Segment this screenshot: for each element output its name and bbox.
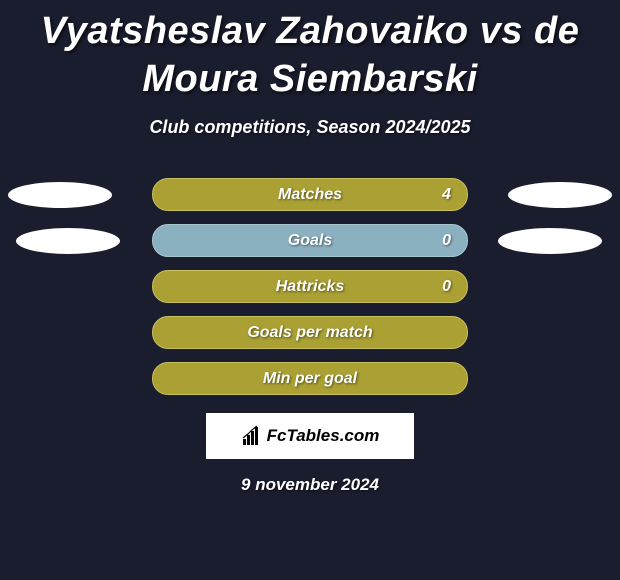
bar-wrap-mpg: Min per goal (152, 362, 468, 395)
bar-wrap-goals: Goals 0 (152, 224, 468, 257)
stat-value-matches: 4 (442, 186, 451, 204)
bar-goals: Goals 0 (152, 224, 468, 257)
bar-wrap-matches: Matches 4 (152, 178, 468, 211)
blob-left-matches (8, 182, 112, 208)
blob-right-goals (498, 228, 602, 254)
bar-wrap-gpm: Goals per match (152, 316, 468, 349)
stat-label-goals: Goals (288, 232, 332, 250)
stat-label-mpg: Min per goal (263, 370, 357, 388)
stat-value-goals: 0 (442, 232, 451, 250)
stat-row-matches: Matches 4 (0, 178, 620, 211)
bar-wrap-hattricks: Hattricks 0 (152, 270, 468, 303)
bar-matches: Matches 4 (152, 178, 468, 211)
stat-row-goals: Goals 0 (0, 224, 620, 257)
stat-label-matches: Matches (278, 186, 342, 204)
blob-left-goals (16, 228, 120, 254)
stat-value-hattricks: 0 (442, 278, 451, 296)
logo-text: FcTables.com (267, 426, 380, 446)
comparison-infographic: Vyatsheslav Zahovaiko vs de Moura Siemba… (0, 0, 620, 580)
stats-area: Matches 4 Goals 0 Hattricks 0 (0, 178, 620, 395)
bar-mpg: Min per goal (152, 362, 468, 395)
stat-row-gpm: Goals per match (0, 316, 620, 349)
stat-row-mpg: Min per goal (0, 362, 620, 395)
stat-label-hattricks: Hattricks (276, 278, 344, 296)
blob-right-matches (508, 182, 612, 208)
stat-label-gpm: Goals per match (247, 324, 372, 342)
bar-chart-icon (241, 425, 263, 447)
bar-gpm: Goals per match (152, 316, 468, 349)
footer-date: 9 november 2024 (0, 475, 620, 495)
stat-row-hattricks: Hattricks 0 (0, 270, 620, 303)
page-title: Vyatsheslav Zahovaiko vs de Moura Siemba… (0, 0, 620, 103)
page-subtitle: Club competitions, Season 2024/2025 (0, 117, 620, 138)
bar-hattricks: Hattricks 0 (152, 270, 468, 303)
logo-box: FcTables.com (206, 413, 414, 459)
